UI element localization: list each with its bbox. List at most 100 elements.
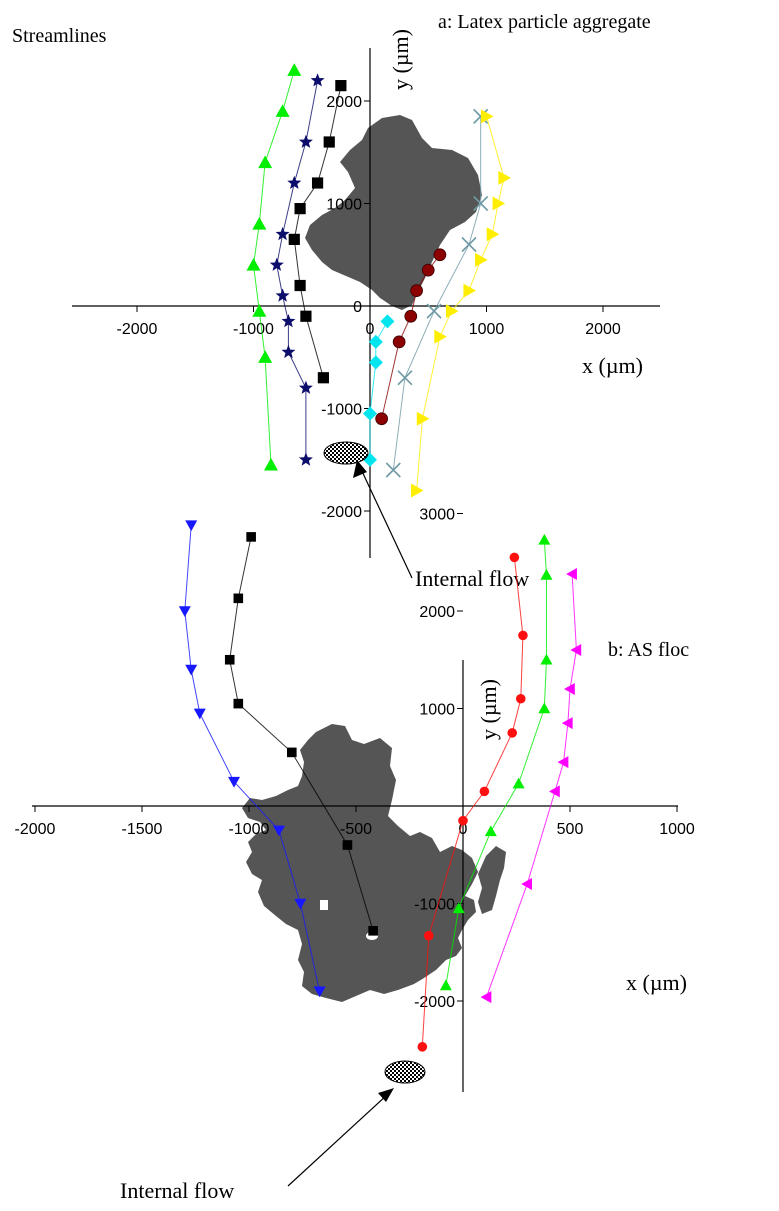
x-tick-label: -1500 — [122, 821, 163, 838]
data-point — [475, 252, 488, 267]
data-point — [480, 991, 492, 1004]
panel-b: b: AS floc -2000-1500-1000-50005001000 -… — [15, 507, 695, 1204]
data-point — [484, 825, 497, 837]
data-point — [287, 63, 302, 76]
data-point — [411, 483, 424, 498]
data-point — [368, 926, 378, 936]
data-point — [298, 380, 313, 394]
data-point — [566, 567, 577, 580]
data-point — [275, 104, 290, 117]
data-point — [368, 334, 383, 349]
series-line — [184, 525, 321, 992]
data-point — [463, 283, 477, 298]
data-point — [564, 683, 575, 695]
series-black — [224, 532, 378, 936]
panel-a-y-axis: -2000 -1000 0 1000 2000 — [321, 48, 371, 558]
series-line — [252, 70, 295, 465]
data-point — [557, 756, 569, 769]
data-point — [323, 136, 335, 148]
data-point — [461, 236, 477, 253]
panel-a-title: a: Latex particle aggregate — [438, 11, 651, 33]
panel-a-annotation: Internal flow — [415, 566, 529, 591]
data-point — [538, 533, 551, 545]
y-tick-label: 0 — [353, 299, 362, 316]
data-point — [281, 344, 296, 359]
data-point — [233, 593, 244, 604]
data-point — [193, 708, 206, 720]
data-point — [185, 664, 198, 676]
data-point — [363, 406, 377, 421]
data-point — [228, 776, 241, 788]
series-green — [439, 533, 553, 991]
x-tick-label: -1000 — [233, 321, 274, 338]
data-point — [263, 457, 278, 471]
data-point — [298, 452, 313, 466]
series-red — [417, 552, 528, 1052]
data-point — [281, 314, 296, 328]
data-point — [287, 747, 297, 758]
data-point — [287, 175, 302, 189]
data-point — [416, 411, 430, 426]
data-point — [410, 284, 423, 297]
data-point — [258, 350, 273, 363]
panel-b-x-axis: -2000-1500-1000-50005001000 — [15, 805, 695, 838]
data-point — [540, 653, 553, 665]
y-tick-label: -2000 — [321, 504, 362, 521]
data-point — [549, 785, 560, 798]
data-point — [492, 196, 506, 211]
panel-a-x-axis-label: x (µm) — [582, 353, 643, 378]
panel-b-arrow-head-icon — [378, 1088, 394, 1102]
series-line — [445, 539, 547, 986]
panel-a-y-axis-label: y (µm) — [388, 29, 413, 90]
data-point — [310, 73, 325, 87]
panel-b-title: b: AS floc — [608, 639, 689, 661]
panel-b-x-axis-label: x (µm) — [626, 970, 687, 995]
panel-a-internal-flow-marker — [323, 441, 369, 465]
data-point — [178, 606, 191, 617]
series-line — [486, 573, 577, 998]
data-point — [294, 898, 307, 910]
data-point — [233, 698, 244, 709]
x-tick-label: 1000 — [469, 321, 505, 338]
panel-a: a: Latex particle aggregate -2000 -1000 0 1… — [72, 11, 660, 591]
series-line — [392, 116, 482, 471]
y-tick-label: -1000 — [321, 402, 362, 419]
data-point — [540, 568, 553, 580]
y-tick-label: 2000 — [326, 94, 362, 111]
panel-b-y-axis-label: y (µm) — [476, 679, 501, 740]
series-line — [421, 557, 524, 1047]
data-point — [521, 878, 532, 890]
data-point — [486, 227, 500, 242]
data-point — [426, 303, 442, 319]
data-point — [392, 335, 406, 349]
data-point — [246, 532, 256, 542]
data-point — [561, 717, 573, 730]
data-point — [294, 203, 306, 215]
data-point — [317, 372, 329, 384]
x-tick-label: -1000 — [229, 821, 270, 838]
series-cyan — [363, 314, 395, 467]
data-point — [288, 233, 300, 245]
series-maroon — [375, 248, 447, 426]
data-point — [452, 902, 465, 914]
data-point — [509, 552, 520, 563]
series-magenta — [480, 567, 582, 1004]
panel-a-arrow-head-icon — [353, 460, 367, 478]
data-point — [275, 226, 290, 241]
data-point — [538, 702, 551, 714]
data-point — [421, 263, 435, 277]
x-tick-label: 500 — [557, 821, 584, 838]
data-point — [294, 279, 306, 292]
data-point — [434, 329, 447, 344]
data-point — [385, 462, 401, 478]
data-point — [269, 257, 284, 271]
as-floc-shape — [242, 724, 478, 1002]
data-point — [397, 370, 413, 386]
data-point — [224, 654, 235, 665]
data-point — [417, 1042, 428, 1052]
as-floc-hole-2 — [320, 900, 328, 910]
data-point — [480, 109, 494, 124]
data-point — [313, 986, 326, 998]
